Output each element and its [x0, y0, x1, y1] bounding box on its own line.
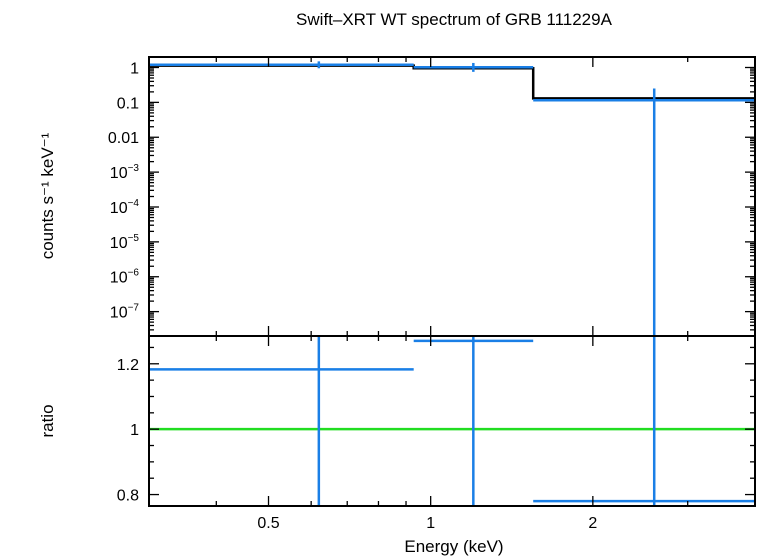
ratio-y-tick-label: 0.8: [117, 488, 139, 505]
spectrum-y-tick-label: 10−3: [110, 163, 140, 182]
spectrum-y-tick-label: 10−7: [110, 303, 140, 322]
model-step-line: [149, 64, 755, 100]
x-axis-label: Energy (keV): [404, 537, 503, 556]
x-tick-label: 0.5: [257, 515, 279, 532]
spectrum-y-tick-label: 0.1: [117, 95, 139, 112]
ratio-frame: [148, 335, 756, 507]
x-tick-label: 2: [588, 515, 597, 532]
ratio-ticks: 0.8 1 1.2 0.5 1 2: [117, 336, 755, 532]
ratio-y-tick-label: 1: [130, 422, 139, 439]
spectrum-y-tick-label: 10−4: [110, 198, 140, 217]
ratio-y-tick-label: 1.2: [117, 357, 139, 374]
spectrum-y-tick-label: 10−5: [110, 233, 140, 252]
spectrum-series: [149, 61, 755, 336]
x-tick-label: 1: [426, 515, 435, 532]
ratio-series: [149, 336, 755, 506]
spectrum-panel: 1 0.1 0.01 10−3 10−4 10−5 10−6 10−7 counts s⁻¹ …: [38, 56, 756, 337]
spectrum-y-tick-label: 1: [130, 60, 139, 77]
ratio-y-axis-label: ratio: [38, 404, 57, 437]
spectrum-y-axis-label: counts s⁻¹ keV⁻¹: [38, 132, 57, 259]
spectrum-y-tick-label: 0.01: [108, 130, 139, 147]
chart-title: Swift–XRT WT spectrum of GRB 111229A: [296, 10, 613, 29]
ratio-panel: 0.8 1 1.2 0.5 1 2 ratio Energy (keV): [38, 335, 756, 556]
spectrum-y-tick-label: 10−6: [110, 268, 140, 287]
